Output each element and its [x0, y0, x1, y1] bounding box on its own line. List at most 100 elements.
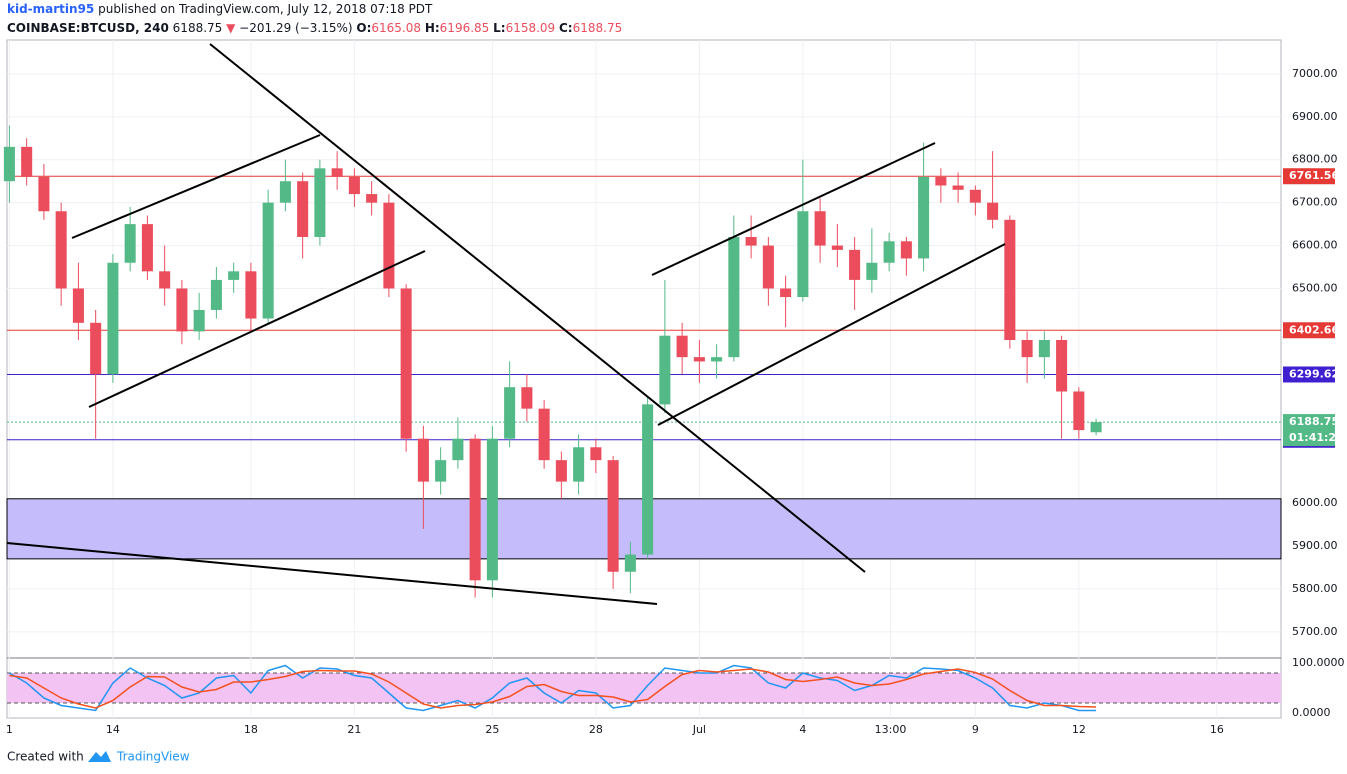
candle-body	[279, 181, 291, 203]
candle-body	[676, 335, 688, 358]
candle-body	[693, 357, 705, 362]
quote-part: 6196.85	[440, 21, 493, 35]
candle-body	[918, 176, 930, 259]
x-tick-label: 9	[972, 723, 979, 736]
quote-part: L:	[493, 21, 505, 35]
quote-part: 6188.75	[169, 21, 226, 35]
x-tick-label: 4	[799, 723, 806, 736]
candle-body	[90, 322, 102, 375]
candle-body	[314, 168, 326, 237]
candle-body	[3, 146, 15, 182]
last-price-label: 6188.75	[1289, 415, 1339, 428]
x-tick-label: 18	[244, 723, 258, 736]
x-tick-label: 13:00	[875, 723, 907, 736]
quote-part: −201.29 (−3.15%)	[235, 21, 356, 35]
candle-body	[952, 185, 964, 190]
candle-body	[780, 288, 792, 298]
candle-body	[987, 202, 999, 220]
candle-body	[866, 262, 878, 280]
level-tag	[1283, 168, 1335, 185]
candle-body	[573, 447, 585, 482]
y-tick-label: 6900.00	[1292, 110, 1338, 123]
quote-part: O:	[356, 21, 371, 35]
oscillator-line	[9, 668, 1097, 709]
candle-body	[452, 438, 464, 461]
candle-body	[762, 245, 774, 289]
y-tick-label: 5700.00	[1292, 625, 1338, 638]
candle-body	[590, 447, 602, 461]
y-tick-label: 6000.00	[1292, 496, 1338, 509]
y-tick-label: 7000.00	[1292, 67, 1338, 80]
candle-body	[659, 335, 671, 405]
trend-line	[71, 134, 321, 239]
candle-body	[1090, 422, 1102, 433]
candle-body	[642, 404, 654, 555]
trend-line	[209, 43, 866, 573]
candle-body	[745, 236, 757, 246]
logo	[88, 751, 111, 762]
candle-body	[797, 211, 809, 298]
trend-line	[6, 542, 658, 605]
oscillator-band	[7, 673, 1281, 703]
x-tick-label: 25	[485, 723, 499, 736]
candle-body	[228, 271, 240, 280]
candle-body	[193, 309, 205, 332]
level-tag	[1283, 366, 1335, 383]
candle-body	[1073, 391, 1085, 431]
candle-body	[521, 387, 533, 409]
candle-body	[849, 249, 861, 280]
trend-line	[657, 243, 1006, 426]
candle-body	[331, 168, 343, 177]
quote-line: COINBASE:BTCUSD, 240 6188.75 ▼ −201.29 (…	[7, 21, 622, 35]
candle-body	[72, 288, 84, 323]
x-tick-label: 28	[589, 723, 603, 736]
candle-body	[969, 189, 981, 203]
oscillator-tick-label: 100.0000	[1292, 656, 1345, 669]
candle-body	[711, 357, 723, 362]
candle-body	[366, 194, 378, 203]
candle-body	[935, 176, 947, 186]
plot-frame	[6, 39, 1282, 719]
quote-part: C:	[559, 21, 573, 35]
candle-body	[469, 438, 481, 581]
x-tick-label: 12	[1072, 723, 1086, 736]
candle-body	[555, 460, 567, 482]
footer-brand[interactable]: TradingView	[116, 750, 190, 764]
y-tick-label: 6800.00	[1292, 153, 1338, 166]
author[interactable]: kid-martin95	[7, 2, 94, 16]
quote-part: ▼	[226, 21, 236, 35]
candle-body	[504, 387, 516, 439]
x-tick-label: 14	[106, 723, 120, 736]
level-label: 6299.62	[1289, 367, 1339, 380]
candle-body	[883, 241, 895, 263]
candle-body	[624, 554, 636, 572]
candle-body	[814, 211, 826, 246]
candle-body	[55, 211, 67, 289]
candle-body	[38, 176, 50, 212]
candle-body	[210, 279, 222, 310]
trend-line	[651, 142, 936, 276]
candle-body	[1056, 339, 1068, 392]
candle-body	[348, 176, 360, 195]
y-tick-label: 6500.00	[1292, 281, 1338, 294]
trend-line	[88, 250, 426, 408]
candle-body	[400, 288, 412, 439]
candle-body	[262, 202, 274, 319]
last-price-tag	[1283, 414, 1335, 447]
published: published on TradingView.com, July 12, 2…	[94, 2, 433, 16]
candle-body	[607, 460, 619, 572]
countdown: 01:41:24	[1289, 431, 1344, 444]
quote-part: COINBASE:BTCUSD, 240	[7, 21, 169, 35]
x-tick-label: 21	[347, 723, 361, 736]
x-tick-label: 1	[6, 723, 13, 736]
x-tick-label: Jul	[692, 723, 706, 736]
level-label: 6402.66	[1289, 323, 1339, 336]
candle-body	[141, 224, 153, 272]
candle-body	[297, 181, 309, 237]
candle-body	[900, 241, 912, 259]
candle-body	[383, 202, 395, 289]
oscillator-tick-label: 0.0000	[1292, 706, 1331, 719]
candle-body	[538, 408, 550, 461]
